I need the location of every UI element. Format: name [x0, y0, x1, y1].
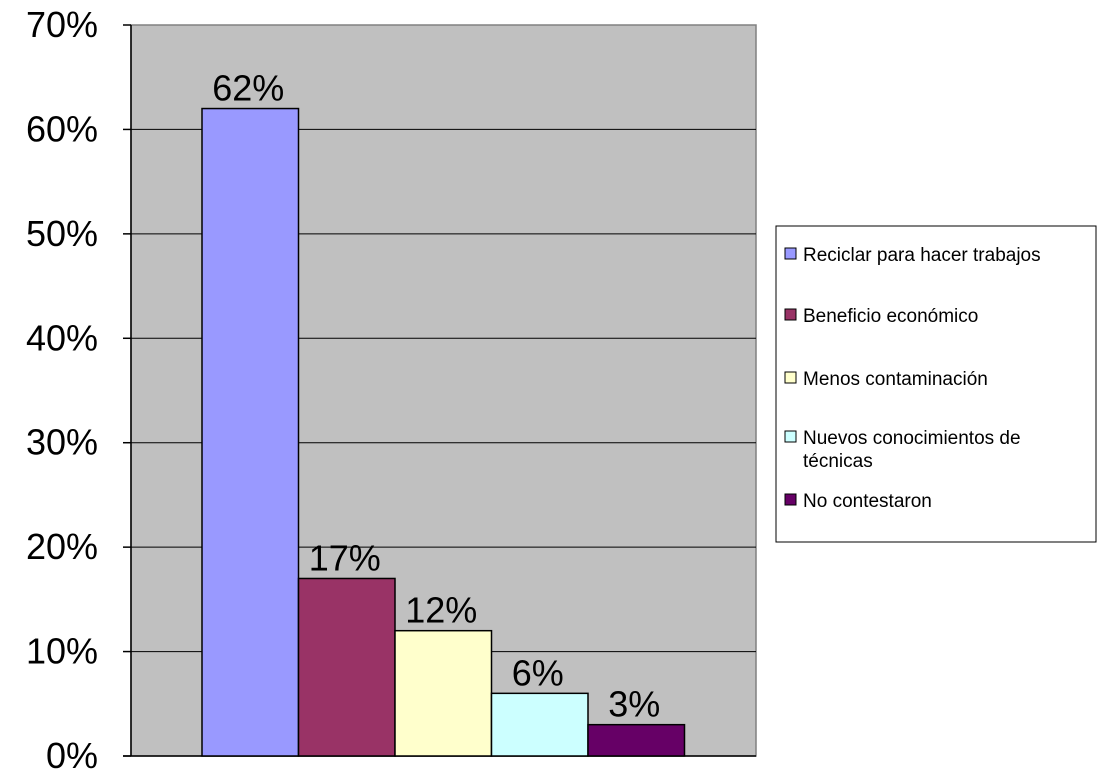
- bar: [394, 629, 493, 757]
- y-tick-label: 30%: [26, 422, 98, 463]
- legend-label: Reciclar para hacer trabajos: [803, 245, 1041, 266]
- legend-box: [775, 225, 1097, 543]
- y-axis: 0% 10% 20% 30% 40% 50% 60% 70%: [26, 4, 756, 776]
- legend-label: técnicas: [803, 451, 873, 472]
- y-tick-label: 20%: [26, 526, 98, 567]
- data-label: 6%: [512, 652, 564, 693]
- bar: [201, 107, 300, 757]
- legend-swatch: [784, 493, 797, 506]
- data-label: 12%: [405, 590, 477, 631]
- data-label: 17%: [309, 537, 381, 578]
- legend-label: Beneficio económico: [803, 306, 978, 327]
- legend-swatch: [784, 430, 797, 443]
- data-label: 62%: [212, 68, 284, 109]
- legend-label: Menos contaminación: [803, 369, 988, 390]
- y-tick-label: 40%: [26, 317, 98, 358]
- y-tick-label: 0%: [46, 735, 98, 775]
- legend-swatch: [784, 247, 797, 260]
- y-tick-label: 10%: [26, 631, 98, 672]
- data-labels: 62% 17% 12% 6% 3%: [212, 68, 660, 725]
- y-tick-label: 50%: [26, 213, 98, 254]
- legend: Reciclar para hacer trabajos Beneficio ec…: [775, 225, 1097, 543]
- bar: [587, 723, 686, 757]
- y-tick-label: 70%: [26, 4, 98, 45]
- legend-swatch: [784, 371, 797, 384]
- legend-swatch: [784, 308, 797, 321]
- legend-label: No contestaron: [803, 491, 932, 512]
- data-label: 3%: [608, 684, 660, 725]
- bar: [297, 577, 396, 757]
- bars: [201, 107, 686, 757]
- y-tick-label: 60%: [26, 108, 98, 149]
- bar: [490, 692, 589, 757]
- legend-label: Nuevos conocimientos de: [803, 428, 1021, 449]
